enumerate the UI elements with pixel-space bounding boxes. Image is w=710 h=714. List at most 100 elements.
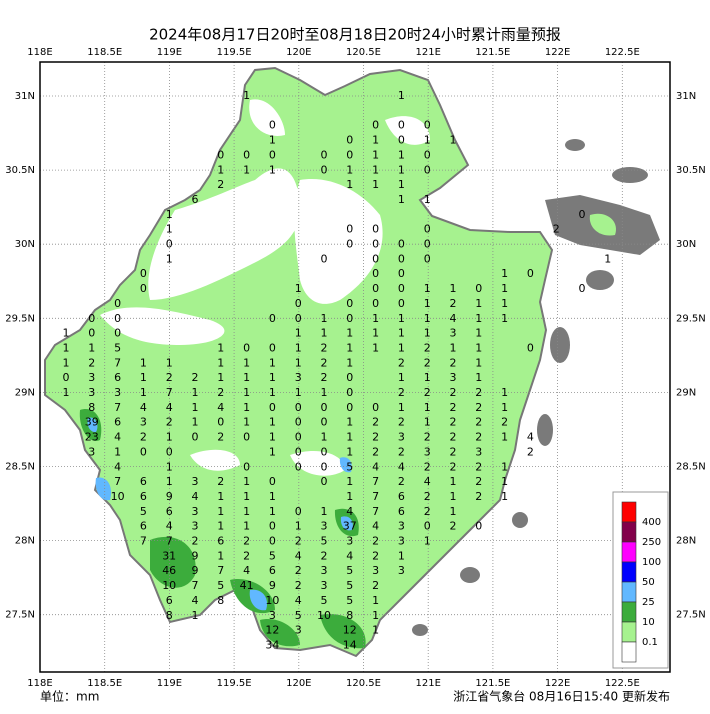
rain-value: 1	[424, 282, 431, 295]
rain-value: 1	[217, 356, 224, 369]
lat-label-left: 27.5N	[5, 610, 35, 621]
rain-value: 7	[192, 579, 199, 592]
island	[460, 567, 480, 583]
rain-value: 1	[372, 594, 379, 607]
rain-value: 1	[295, 341, 302, 354]
rain-value: 7	[372, 505, 379, 518]
rain-value: 1	[501, 297, 508, 310]
rain-value: 4	[192, 594, 199, 607]
rain-value: 31	[162, 549, 176, 562]
rain-value: 1	[114, 445, 121, 458]
legend-label: 50	[642, 577, 655, 588]
rain-value: 1	[398, 193, 405, 206]
rain-value: 0	[475, 520, 482, 533]
lat-label-right: 28N	[676, 536, 696, 547]
rain-value: 5	[346, 594, 353, 607]
rain-value: 4	[114, 460, 121, 473]
rain-value: 3	[321, 564, 328, 577]
rain-value: 7	[114, 475, 121, 488]
island	[550, 327, 570, 363]
rain-value: 1	[398, 178, 405, 191]
rain-value: 7	[372, 490, 379, 503]
rain-value: 1	[269, 416, 276, 429]
rain-value: 0	[346, 401, 353, 414]
rain-value: 0	[217, 148, 224, 161]
island	[612, 167, 648, 183]
rain-value: 1	[192, 401, 199, 414]
rain-value: 1	[321, 327, 328, 340]
rain-value: 1	[475, 356, 482, 369]
rain-value: 1	[475, 327, 482, 340]
rain-value: 10	[111, 490, 125, 503]
rain-value: 0	[321, 445, 328, 458]
rain-value: 2	[527, 445, 534, 458]
rain-value: 1	[398, 549, 405, 562]
island	[537, 414, 553, 446]
rain-value: 3	[140, 416, 147, 429]
lat-label-right: 27.5N	[676, 610, 706, 621]
storm-patch	[87, 417, 98, 433]
lon-label-bottom: 120E	[286, 678, 311, 689]
lon-label-bottom: 119E	[157, 678, 182, 689]
rain-value: 4	[295, 594, 302, 607]
rain-value: 4	[166, 520, 173, 533]
rain-value: 6	[140, 490, 147, 503]
no-rain-patch	[190, 449, 240, 471]
rain-value: 6	[217, 535, 224, 548]
rain-value: 3	[88, 445, 95, 458]
legend-swatch	[621, 501, 637, 523]
rain-value: 0	[269, 312, 276, 325]
island-rain	[589, 213, 616, 236]
rain-value: 1	[166, 431, 173, 444]
rain-value: 1	[192, 386, 199, 399]
rain-value: 1	[63, 327, 70, 340]
rain-value: 2	[140, 431, 147, 444]
lon-label-bottom: 118E	[27, 678, 52, 689]
rain-value: 10	[317, 609, 331, 622]
lon-label-bottom: 121.5E	[475, 678, 510, 689]
rain-value: 1	[63, 341, 70, 354]
lon-label-bottom: 121E	[415, 678, 440, 689]
rain-value: 46	[162, 564, 176, 577]
rain-value: 1	[372, 341, 379, 354]
rain-value: 1	[501, 312, 508, 325]
rain-value: 0	[372, 252, 379, 265]
rain-value: 1	[424, 371, 431, 384]
storm-patch	[339, 457, 352, 473]
rain-value: 9	[166, 490, 173, 503]
issuer-label: 浙江省气象台 08月16日15:40 更新发布	[453, 689, 670, 704]
rain-value: 1	[424, 416, 431, 429]
rain-value: 1	[450, 505, 457, 518]
rain-value: 1	[475, 371, 482, 384]
rain-value: 0	[269, 475, 276, 488]
lon-label-bottom: 119.5E	[217, 678, 252, 689]
rain-value: 1	[269, 490, 276, 503]
rain-value: 6	[269, 564, 276, 577]
rain-value: 0	[269, 401, 276, 414]
legend-label: 250	[642, 537, 661, 548]
rain-value: 3	[192, 505, 199, 518]
rain-value: 0	[424, 163, 431, 176]
rain-value: 2	[192, 371, 199, 384]
rain-value: 9	[192, 549, 199, 562]
rain-value: 0	[269, 341, 276, 354]
legend-swatch	[621, 621, 637, 643]
rain-value: 1	[450, 341, 457, 354]
rain-value: 2	[372, 549, 379, 562]
rain-value: 2	[450, 297, 457, 310]
lon-label-top: 122E	[545, 47, 570, 58]
rain-value: 6	[114, 371, 121, 384]
rain-value: 4	[243, 564, 250, 577]
rain-value: 1	[269, 505, 276, 518]
rain-value: 2	[372, 535, 379, 548]
rain-value: 1	[372, 178, 379, 191]
rain-value: 7	[166, 386, 173, 399]
rain-value: 3	[475, 445, 482, 458]
rain-value: 0	[295, 297, 302, 310]
rain-value: 0	[398, 267, 405, 280]
rain-value: 2	[450, 401, 457, 414]
rain-value: 0	[475, 282, 482, 295]
rain-value: 1	[346, 475, 353, 488]
legend: 400 250 100 50 25 10 0.1	[621, 501, 661, 663]
rain-value: 7	[140, 535, 147, 548]
